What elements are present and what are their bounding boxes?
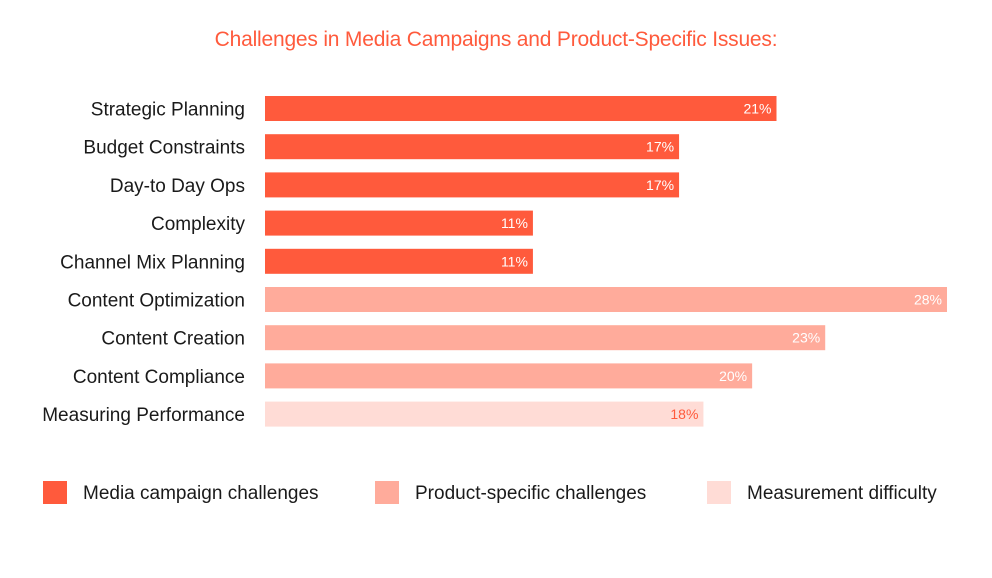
bar [265,134,680,160]
category-label: Content Optimization [68,291,245,312]
bar-value-label: 23% [792,330,820,346]
legend-label: Product-specific challenges [415,483,646,504]
category-label: Channel Mix Planning [60,252,245,273]
category-label: Measuring Performance [42,405,245,426]
bar [265,325,826,351]
bar-value-label: 11% [501,253,528,269]
bar [265,172,680,198]
bar [265,401,704,427]
bar-value-label: 28% [914,292,942,308]
category-label: Budget Constraints [83,138,245,159]
chart-title: Challenges in Media Campaigns and Produc… [214,28,778,51]
bar [265,248,533,274]
bar-value-label: 20% [719,368,747,384]
legend-label: Measurement difficulty [747,483,937,504]
category-label: Complexity [151,214,245,235]
bar-value-label: 11% [501,215,528,231]
bar-value-label: 18% [670,406,698,422]
bar [265,363,753,389]
legend-label: Media campaign challenges [83,483,319,504]
bar [265,96,777,121]
category-label: Content Creation [101,329,245,350]
bar [265,210,533,236]
bar-value-label: 17% [646,177,674,193]
bar-value-label: 21% [743,101,771,117]
legend-swatch [375,481,399,504]
category-label: Strategic Planning [91,100,245,121]
legend-swatch [43,481,67,504]
bar-value-label: 17% [646,139,674,155]
category-label: Day-to Day Ops [110,176,245,197]
bar [265,287,947,312]
legend-swatch [707,481,731,504]
category-label: Content Compliance [73,367,245,388]
